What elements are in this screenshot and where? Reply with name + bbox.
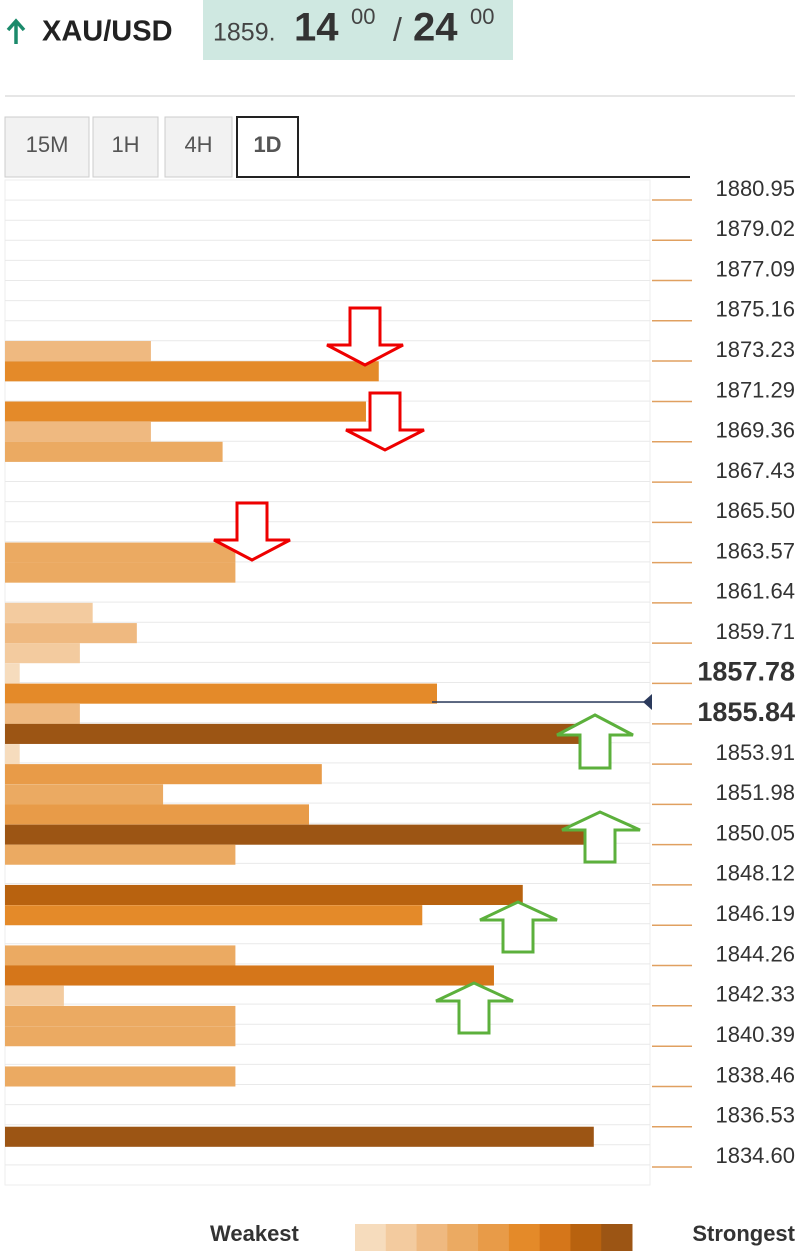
up-arrow <box>479 900 558 954</box>
price-level: 1842.33 <box>715 982 795 1007</box>
tab-label: 4H <box>184 132 212 157</box>
price-level: 1863.57 <box>715 538 795 563</box>
price-level: 1853.91 <box>715 740 795 765</box>
price-level: 1869.36 <box>715 418 795 443</box>
tab-label: 1D <box>253 132 281 157</box>
confluence-bar <box>5 884 523 906</box>
confluence-bar <box>5 1126 594 1147</box>
price-level: 1850.05 <box>715 820 795 845</box>
confluence-bar <box>5 824 596 845</box>
price-level: 1873.23 <box>715 337 795 362</box>
confluence-bar <box>5 804 309 825</box>
resistance-arrows <box>213 306 425 562</box>
confluence-bar <box>5 723 580 744</box>
tab[interactable] <box>4 116 90 178</box>
confluence-bar <box>5 421 151 442</box>
price-level: 1865.50 <box>715 498 795 523</box>
price-level: 1834.60 <box>715 1143 795 1168</box>
legend-swatch <box>508 1224 541 1251</box>
confluence-bar <box>5 1066 236 1087</box>
confluence-bar <box>5 844 236 865</box>
confluence-bar <box>5 703 80 724</box>
legend-swatch <box>385 1224 418 1251</box>
price-level: 1855.84 <box>697 697 795 727</box>
confluence-bar <box>5 784 164 805</box>
bid-small: 00 <box>351 4 375 29</box>
confluence-bar <box>5 663 20 684</box>
price-level: 1838.46 <box>715 1062 795 1087</box>
legend-strongest: Strongest <box>692 1221 795 1246</box>
down-arrow <box>326 306 404 367</box>
confluence-bar <box>5 985 64 1006</box>
price-level: 1879.02 <box>715 216 795 241</box>
price-level: 1846.19 <box>715 901 795 926</box>
legend-swatch <box>539 1224 571 1251</box>
price-box <box>203 0 513 60</box>
price-level: 1875.16 <box>715 297 795 322</box>
price-level: 1871.29 <box>715 377 795 402</box>
price-level: 1867.43 <box>715 458 795 483</box>
confluence-bar <box>5 905 423 926</box>
ask-small: 00 <box>470 4 494 29</box>
confluence-bar <box>5 1005 236 1027</box>
ask-big: 24 <box>413 6 458 50</box>
confluence-bar <box>5 1026 236 1047</box>
confluence-bar <box>5 361 379 382</box>
confluence-bar <box>5 401 366 422</box>
up-arrow <box>556 713 634 770</box>
confluence-bar <box>5 341 151 362</box>
bid-main: 1859. <box>213 19 276 47</box>
tab[interactable] <box>92 116 159 178</box>
legend-swatch <box>570 1224 602 1251</box>
confluence-bar <box>5 441 223 462</box>
tab-label: 15M <box>26 132 69 157</box>
confluence-bar <box>5 965 494 986</box>
confluence-bar <box>5 683 437 704</box>
price-level: 1880.95 <box>715 176 795 201</box>
tab[interactable] <box>164 116 233 178</box>
price-level: 1840.39 <box>715 1022 795 1047</box>
legend-swatch <box>478 1224 510 1251</box>
up-icon <box>6 18 26 44</box>
legend-swatch <box>416 1224 448 1251</box>
price-level: 1859.71 <box>715 619 795 644</box>
confluence-bar <box>5 623 137 644</box>
tab-label: 1H <box>111 132 139 157</box>
confluence-bar <box>5 643 80 664</box>
up-arrow <box>561 810 641 864</box>
confluence-bar <box>5 542 236 563</box>
price-level: 1848.12 <box>715 861 795 886</box>
separator: / <box>393 11 402 47</box>
symbol: XAU/USD <box>42 16 173 48</box>
legend-swatch <box>447 1224 479 1251</box>
price-level: 1857.78 <box>697 657 795 687</box>
price-level: 1836.53 <box>715 1103 795 1128</box>
down-arrow <box>213 501 291 562</box>
confluence-bar <box>5 562 236 583</box>
legend-weakest: Weakest <box>210 1221 300 1246</box>
up-arrow <box>435 981 514 1035</box>
confluence-bar <box>5 744 20 765</box>
tab[interactable] <box>236 116 299 178</box>
price-level: 1851.98 <box>715 780 795 805</box>
bid-big: 14 <box>294 6 339 50</box>
down-arrow <box>345 391 425 452</box>
price-level: 1877.09 <box>715 256 795 281</box>
confluence-bar <box>5 945 236 966</box>
current-price-marker <box>643 693 652 710</box>
legend-swatch <box>355 1224 387 1251</box>
legend-swatch <box>601 1224 633 1251</box>
price-level: 1844.26 <box>715 941 795 966</box>
confluence-bar <box>5 764 322 785</box>
price-level: 1861.64 <box>715 579 795 604</box>
support-arrows <box>435 713 641 1035</box>
confluence-bar <box>5 602 93 623</box>
